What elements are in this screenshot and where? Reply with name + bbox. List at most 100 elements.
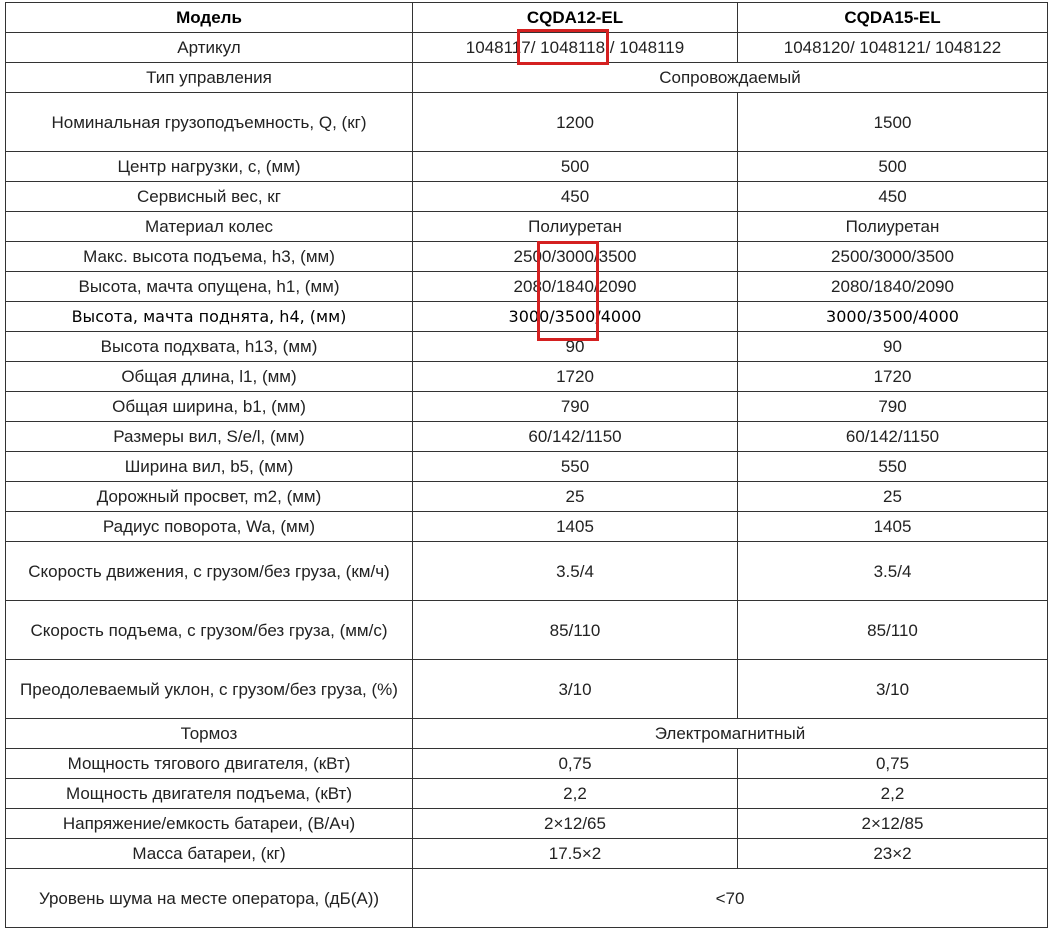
table-row: Масса батареи, (кг) 17.5×2 23×2 <box>5 838 1048 869</box>
row-value: 3.5/4 <box>737 541 1048 601</box>
row-value: 450 <box>412 181 738 212</box>
row-value: 1048117/ 1048118 / 1048119 <box>412 32 738 63</box>
table-row: Тип управления Сопровождаемый <box>5 62 1048 93</box>
row-value: 1405 <box>412 511 738 542</box>
table-row: Мощность двигателя подъема, (кВт) 2,2 2,2 <box>5 778 1048 809</box>
row-value: 500 <box>412 151 738 182</box>
table-row: Высота, мачта поднята, h4, (мм) 3000/3500… <box>5 301 1048 332</box>
row-label: Высота, мачта поднята, h4, (мм) <box>5 301 413 332</box>
row-value: 500 <box>737 151 1048 182</box>
row-value: Полиуретан <box>737 211 1048 242</box>
row-value: 60/142/1150 <box>412 421 738 452</box>
table-row: Высота, мачта опущена, h1, (мм) 2080/1840… <box>5 271 1048 302</box>
table-row: Сервисный вес, кг 450 450 <box>5 181 1048 212</box>
row-value: 2×12/65 <box>412 808 738 839</box>
row-label: Общая ширина, b1, (мм) <box>5 391 413 422</box>
row-value: 0,75 <box>412 748 738 779</box>
row-label: Мощность двигателя подъема, (кВт) <box>5 778 413 809</box>
row-value: 2×12/85 <box>737 808 1048 839</box>
row-value: 1048120/ 1048121/ 1048122 <box>737 32 1048 63</box>
row-value: 25 <box>412 481 738 512</box>
row-label: Высота, мачта опущена, h1, (мм) <box>5 271 413 302</box>
row-label: Тормоз <box>5 718 413 749</box>
row-label: Радиус поворота, Wa, (мм) <box>5 511 413 542</box>
row-value: 90 <box>412 331 738 362</box>
row-label: Модель <box>5 2 413 33</box>
row-value: CQDA12-EL <box>412 2 738 33</box>
table-row: Высота подхвата, h13, (мм) 90 90 <box>5 331 1048 362</box>
row-value: Полиуретан <box>412 211 738 242</box>
row-value: 790 <box>737 391 1048 422</box>
row-value: 85/110 <box>412 600 738 660</box>
row-value: 2080/1840/2090 <box>412 271 738 302</box>
row-label: Высота подхвата, h13, (мм) <box>5 331 413 362</box>
row-label: Уровень шума на месте оператора, (дБ(А)) <box>5 868 413 928</box>
row-value: 1405 <box>737 511 1048 542</box>
row-label: Скорость движения, с грузом/без груза, (… <box>5 541 413 601</box>
row-value: Сопровождаемый <box>412 62 1048 93</box>
row-value: 85/110 <box>737 600 1048 660</box>
row-label: Тип управления <box>5 62 413 93</box>
row-value: 2500/3000/3500 <box>412 241 738 272</box>
row-value: 550 <box>737 451 1048 482</box>
row-value: 1720 <box>737 361 1048 392</box>
table-row: Скорость подъема, с грузом/без груза, (м… <box>5 600 1048 660</box>
row-label: Номинальная грузоподъемность, Q, (кг) <box>5 92 413 152</box>
row-label: Общая длина, l1, (мм) <box>5 361 413 392</box>
row-value: 3/10 <box>412 659 738 719</box>
table-row: Напряжение/емкость батареи, (В/Ач) 2×12/6… <box>5 808 1048 839</box>
row-label: Размеры вил, S/e/l, (мм) <box>5 421 413 452</box>
row-label: Сервисный вес, кг <box>5 181 413 212</box>
row-label: Артикул <box>5 32 413 63</box>
table-row: Дорожный просвет, m2, (мм) 25 25 <box>5 481 1048 512</box>
row-value: 790 <box>412 391 738 422</box>
table-row: Центр нагрузки, c, (мм) 500 500 <box>5 151 1048 182</box>
table-row: Преодолеваемый уклон, с грузом/без груза… <box>5 659 1048 719</box>
table-row: Тормоз Электромагнитный <box>5 718 1048 749</box>
spec-table: Модель CQDA12-EL CQDA15-EL Артикул 1048117/ … <box>5 2 1048 928</box>
row-value: 3/10 <box>737 659 1048 719</box>
table-row: Общая длина, l1, (мм) 1720 1720 <box>5 361 1048 392</box>
row-value: 2,2 <box>412 778 738 809</box>
row-label: Макс. высота подъема, h3, (мм) <box>5 241 413 272</box>
row-value: CQDA15-EL <box>737 2 1048 33</box>
row-value: 2500/3000/3500 <box>737 241 1048 272</box>
row-label: Мощность тягового двигателя, (кВт) <box>5 748 413 779</box>
row-value: 60/142/1150 <box>737 421 1048 452</box>
table-row: Общая ширина, b1, (мм) 790 790 <box>5 391 1048 422</box>
row-value: 23×2 <box>737 838 1048 869</box>
row-value: 2080/1840/2090 <box>737 271 1048 302</box>
row-value: 2,2 <box>737 778 1048 809</box>
row-value: Электромагнитный <box>412 718 1048 749</box>
row-label: Дорожный просвет, m2, (мм) <box>5 481 413 512</box>
row-label: Масса батареи, (кг) <box>5 838 413 869</box>
table-row: Номинальная грузоподъемность, Q, (кг) 120… <box>5 92 1048 152</box>
row-value: <70 <box>412 868 1048 928</box>
row-label: Материал колес <box>5 211 413 242</box>
table-row: Мощность тягового двигателя, (кВт) 0,75 0,… <box>5 748 1048 779</box>
row-value: 450 <box>737 181 1048 212</box>
table-row: Материал колес Полиуретан Полиуретан <box>5 211 1048 242</box>
row-label: Ширина вил, b5, (мм) <box>5 451 413 482</box>
table-row: Скорость движения, с грузом/без груза, (… <box>5 541 1048 601</box>
row-value: 25 <box>737 481 1048 512</box>
table-row: Макс. высота подъема, h3, (мм) 2500/3000/… <box>5 241 1048 272</box>
row-label: Преодолеваемый уклон, с грузом/без груза… <box>5 659 413 719</box>
table-row: Радиус поворота, Wa, (мм) 1405 1405 <box>5 511 1048 542</box>
row-value: 1500 <box>737 92 1048 152</box>
row-value: 90 <box>737 331 1048 362</box>
row-label: Напряжение/емкость батареи, (В/Ач) <box>5 808 413 839</box>
table-row: Размеры вил, S/e/l, (мм) 60/142/1150 60/14… <box>5 421 1048 452</box>
table-header-row: Модель CQDA12-EL CQDA15-EL <box>5 2 1048 33</box>
row-value: 3.5/4 <box>412 541 738 601</box>
row-label: Скорость подъема, с грузом/без груза, (м… <box>5 600 413 660</box>
table-row: Уровень шума на месте оператора, (дБ(А))… <box>5 868 1048 928</box>
row-value: 3000/3500/4000 <box>412 301 738 332</box>
row-label: Центр нагрузки, c, (мм) <box>5 151 413 182</box>
row-value: 1720 <box>412 361 738 392</box>
row-value: 0,75 <box>737 748 1048 779</box>
table-row: Ширина вил, b5, (мм) 550 550 <box>5 451 1048 482</box>
row-value: 550 <box>412 451 738 482</box>
row-value: 3000/3500/4000 <box>737 301 1048 332</box>
row-value: 17.5×2 <box>412 838 738 869</box>
